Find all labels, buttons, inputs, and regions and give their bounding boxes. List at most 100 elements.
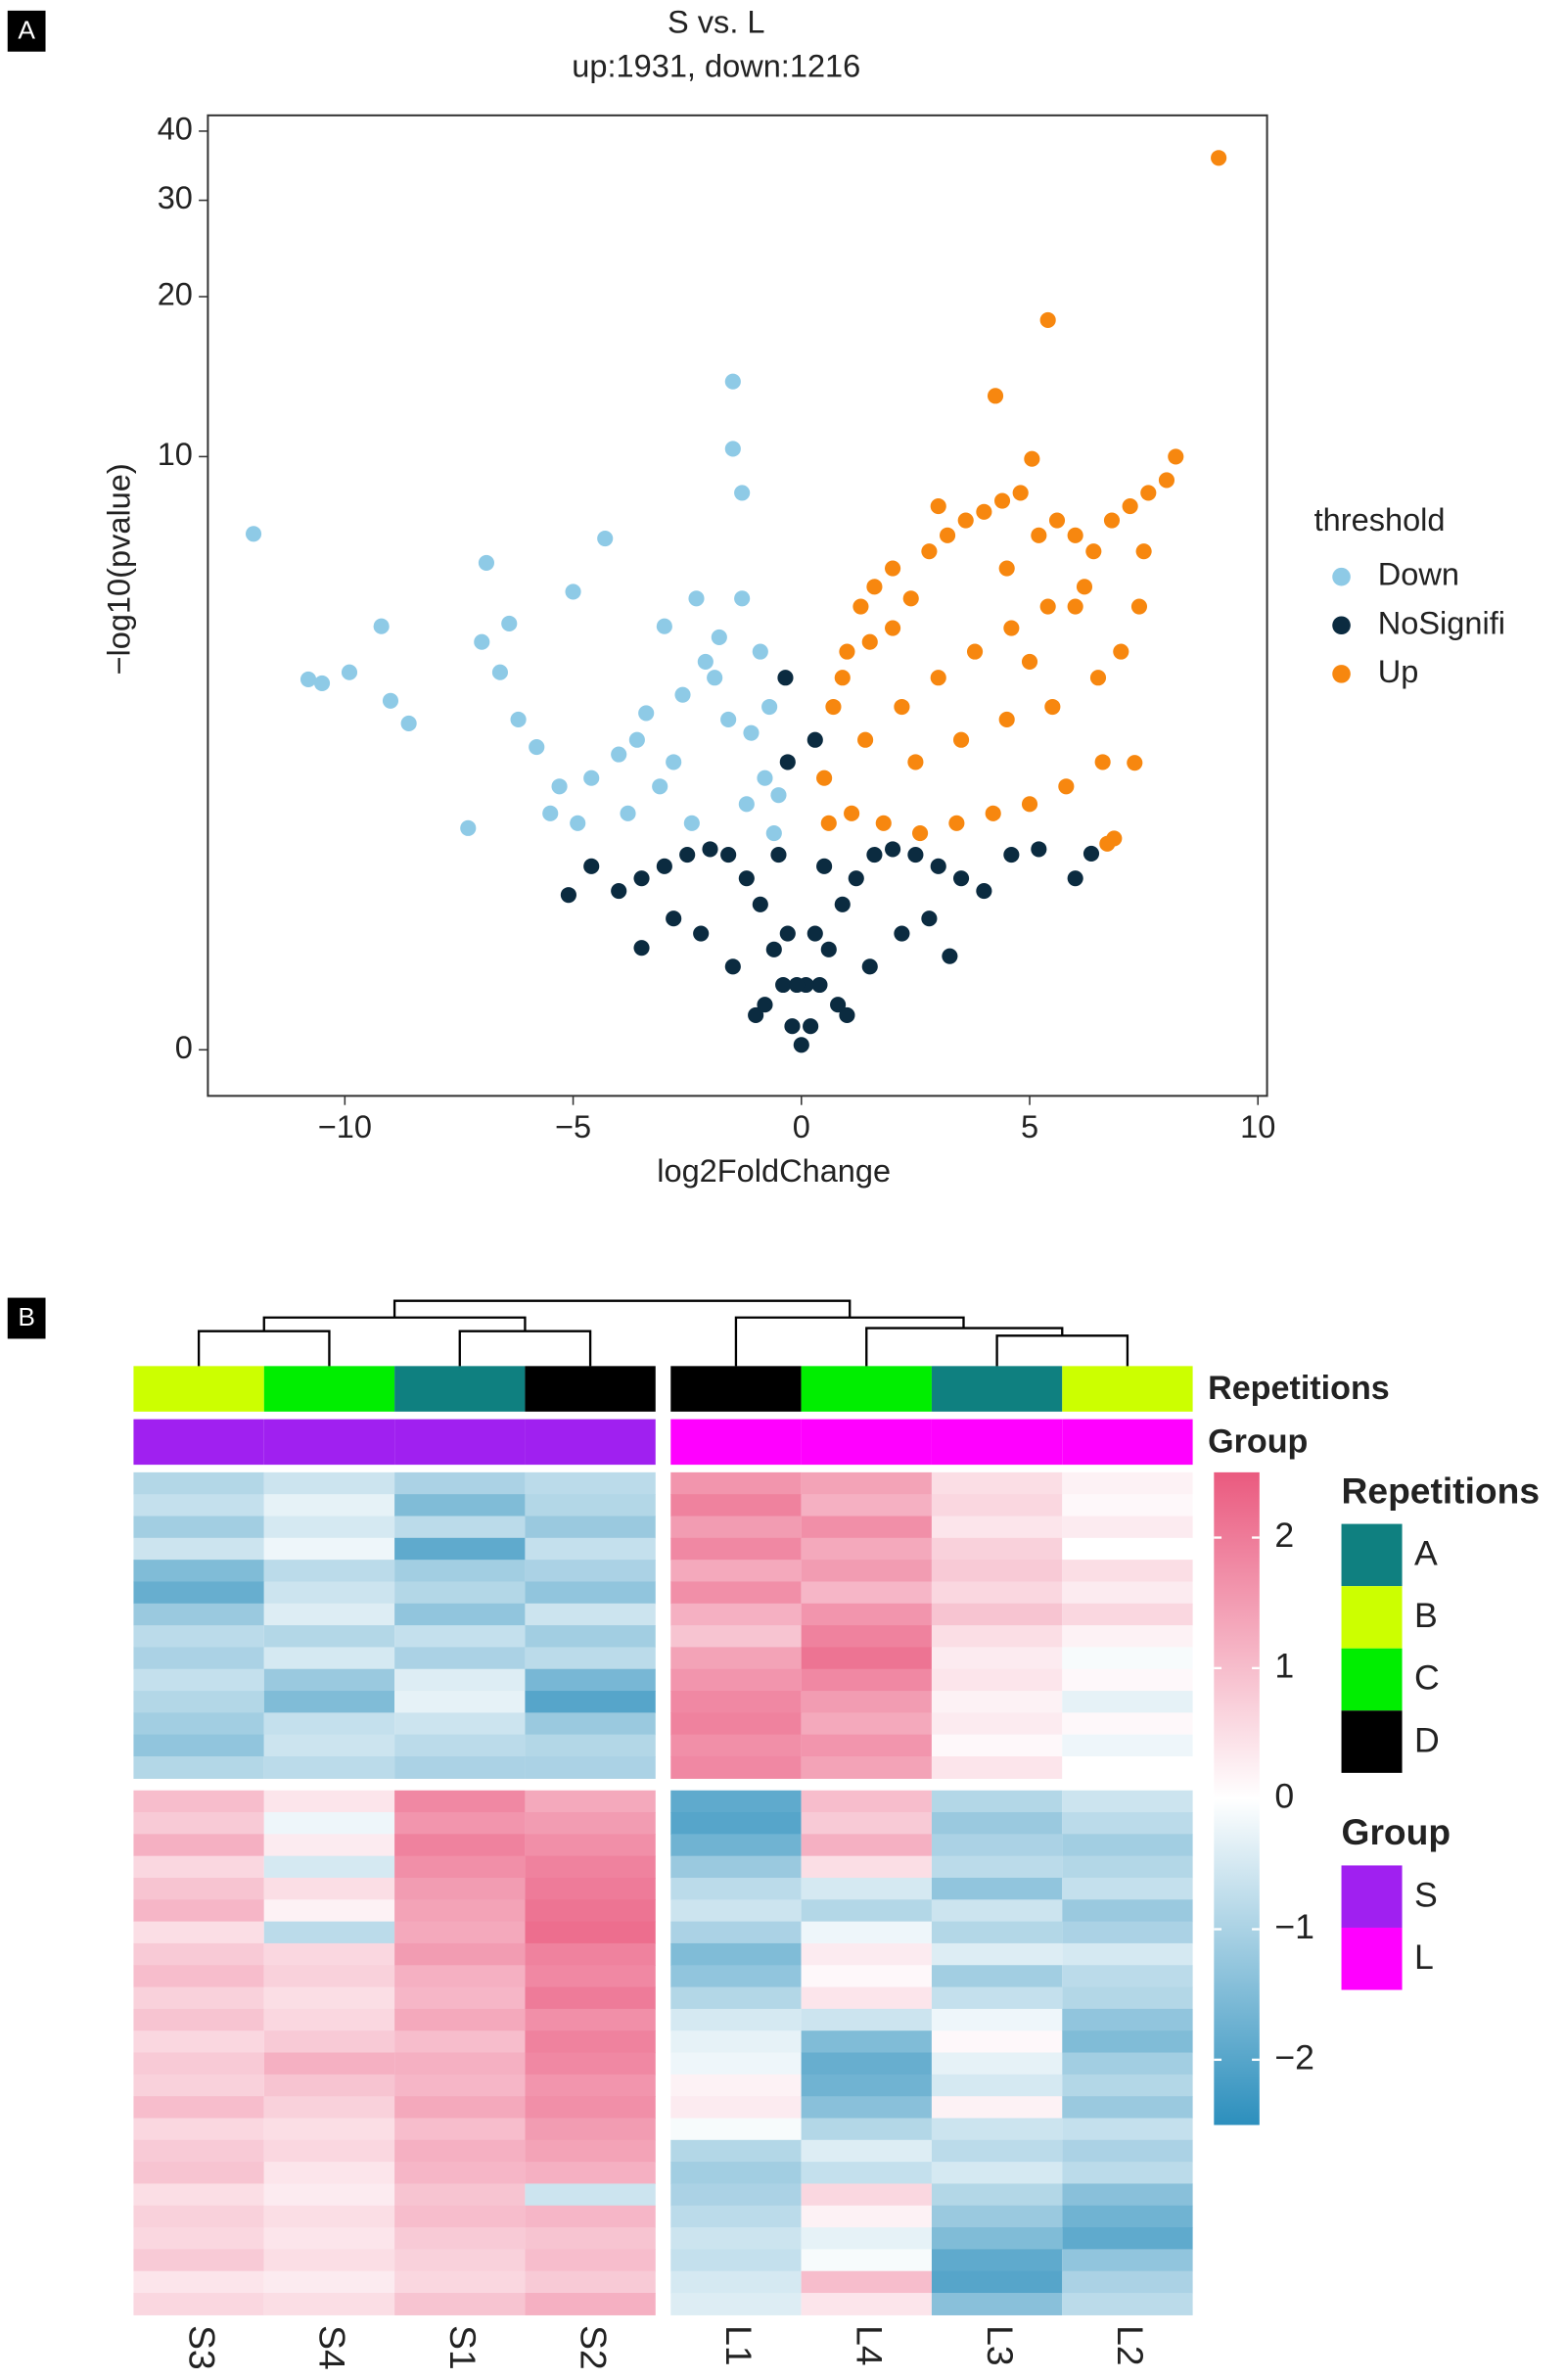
heatmap-cell <box>394 2293 526 2315</box>
heatmap-cell <box>931 1942 1063 1966</box>
heatmap-cell <box>801 1537 932 1561</box>
data-point <box>998 711 1015 728</box>
heatmap-cell <box>931 1647 1063 1670</box>
heatmap-cell <box>931 2052 1063 2076</box>
heatmap-cell <box>525 2118 656 2141</box>
heatmap-cell <box>670 2030 802 2054</box>
annotation-cell <box>394 1419 526 1466</box>
heatmap-cell <box>1062 2030 1193 2054</box>
data-point <box>1067 870 1083 887</box>
data-point <box>761 698 778 716</box>
data-point <box>734 485 751 501</box>
data-point <box>966 643 984 660</box>
heatmap-cell <box>801 2030 932 2054</box>
heatmap-cell <box>133 1986 264 2010</box>
heatmap-cell <box>801 1921 932 1944</box>
heatmap-cell <box>263 1734 395 1757</box>
data-point <box>844 805 860 821</box>
heatmap-cell <box>1062 1834 1193 1857</box>
panel-label-box <box>7 1297 46 1339</box>
heatmap-cell <box>801 1899 932 1923</box>
data-point <box>775 976 792 994</box>
data-point <box>765 941 782 957</box>
heatmap-cell <box>1062 1942 1193 1966</box>
heatmap-cell <box>1062 2205 1193 2228</box>
heatmap-cell <box>931 1812 1063 1835</box>
data-point <box>460 819 477 836</box>
column-label: L1 <box>718 2325 760 2365</box>
heatmap-cell <box>525 1471 656 1495</box>
heatmap-cell <box>670 2162 802 2185</box>
heatmap-cell <box>263 1603 395 1626</box>
dendrogram-branch <box>197 1299 1129 1367</box>
heatmap-cell <box>133 2008 264 2031</box>
data-point <box>478 554 495 571</box>
annotation-cell <box>263 1366 395 1412</box>
data-point <box>803 1018 819 1035</box>
heatmap-cell <box>263 2096 395 2120</box>
heatmap-cell <box>133 2205 264 2228</box>
heatmap-cell <box>133 1494 264 1517</box>
data-point <box>752 896 768 912</box>
data-point <box>1113 643 1129 660</box>
data-point <box>638 705 655 722</box>
heatmap-cell <box>263 2008 395 2031</box>
data-point <box>656 618 672 634</box>
data-point <box>570 815 586 831</box>
data-point <box>830 997 847 1013</box>
data-point <box>930 498 946 515</box>
data-point <box>930 670 946 686</box>
y-tick-label: 30 <box>158 180 193 215</box>
heatmap-cell <box>394 1537 526 1561</box>
heatmap-cell <box>931 1877 1063 1900</box>
heatmap-cell <box>1062 1668 1193 1692</box>
heatmap-cell <box>1062 2096 1193 2120</box>
data-point <box>789 976 806 994</box>
heatmap-cell <box>394 2227 526 2251</box>
heatmap-cell <box>133 2030 264 2054</box>
heatmap-cell <box>801 2249 932 2272</box>
annotation-cell <box>670 1366 802 1412</box>
data-point <box>765 825 782 842</box>
data-point <box>720 847 737 863</box>
heatmap-cell <box>1062 1899 1193 1923</box>
data-point <box>885 841 901 858</box>
plot-frame <box>207 114 1268 1097</box>
data-point <box>1082 845 1100 862</box>
x-tick-label: −10 <box>318 1109 372 1144</box>
heatmap-cell <box>263 2293 395 2315</box>
data-point <box>382 692 399 709</box>
data-point <box>993 492 1011 509</box>
column-label: L3 <box>980 2325 1021 2365</box>
annotation-cell <box>931 1366 1063 1412</box>
annotation-cell <box>1062 1366 1193 1412</box>
annotation-cell <box>931 1419 1063 1466</box>
legend-title: Group <box>1342 1811 1451 1852</box>
heatmap-cell <box>670 1668 802 1692</box>
heatmap-cell <box>394 1834 526 1857</box>
data-point <box>1003 847 1020 863</box>
heatmap-cell <box>1062 1965 1193 1988</box>
data-point <box>866 847 883 863</box>
heatmap-cell <box>801 1755 932 1779</box>
heatmap-cell <box>801 2118 932 2141</box>
heatmap-cell <box>931 1899 1063 1923</box>
data-point <box>921 910 938 927</box>
data-point <box>902 590 919 607</box>
data-point <box>907 754 924 770</box>
heatmap-cell <box>525 1560 656 1583</box>
heatmap-cell <box>801 1877 932 1900</box>
data-point <box>702 841 718 858</box>
heatmap-cell <box>801 1942 932 1966</box>
legend-label: L <box>1414 1937 1434 1977</box>
heatmap-cell <box>1062 2052 1193 2076</box>
y-tick-label: 20 <box>158 277 193 312</box>
heatmap-cell <box>133 2052 264 2076</box>
x-tick-label: −5 <box>555 1109 591 1144</box>
heatmap-cell <box>801 1986 932 2010</box>
heatmap-cell <box>133 1712 264 1736</box>
heatmap-cell <box>263 1942 395 1966</box>
heatmap-cell <box>670 2227 802 2251</box>
heatmap-cell <box>133 2227 264 2251</box>
legend-title: Repetitions <box>1342 1470 1540 1511</box>
